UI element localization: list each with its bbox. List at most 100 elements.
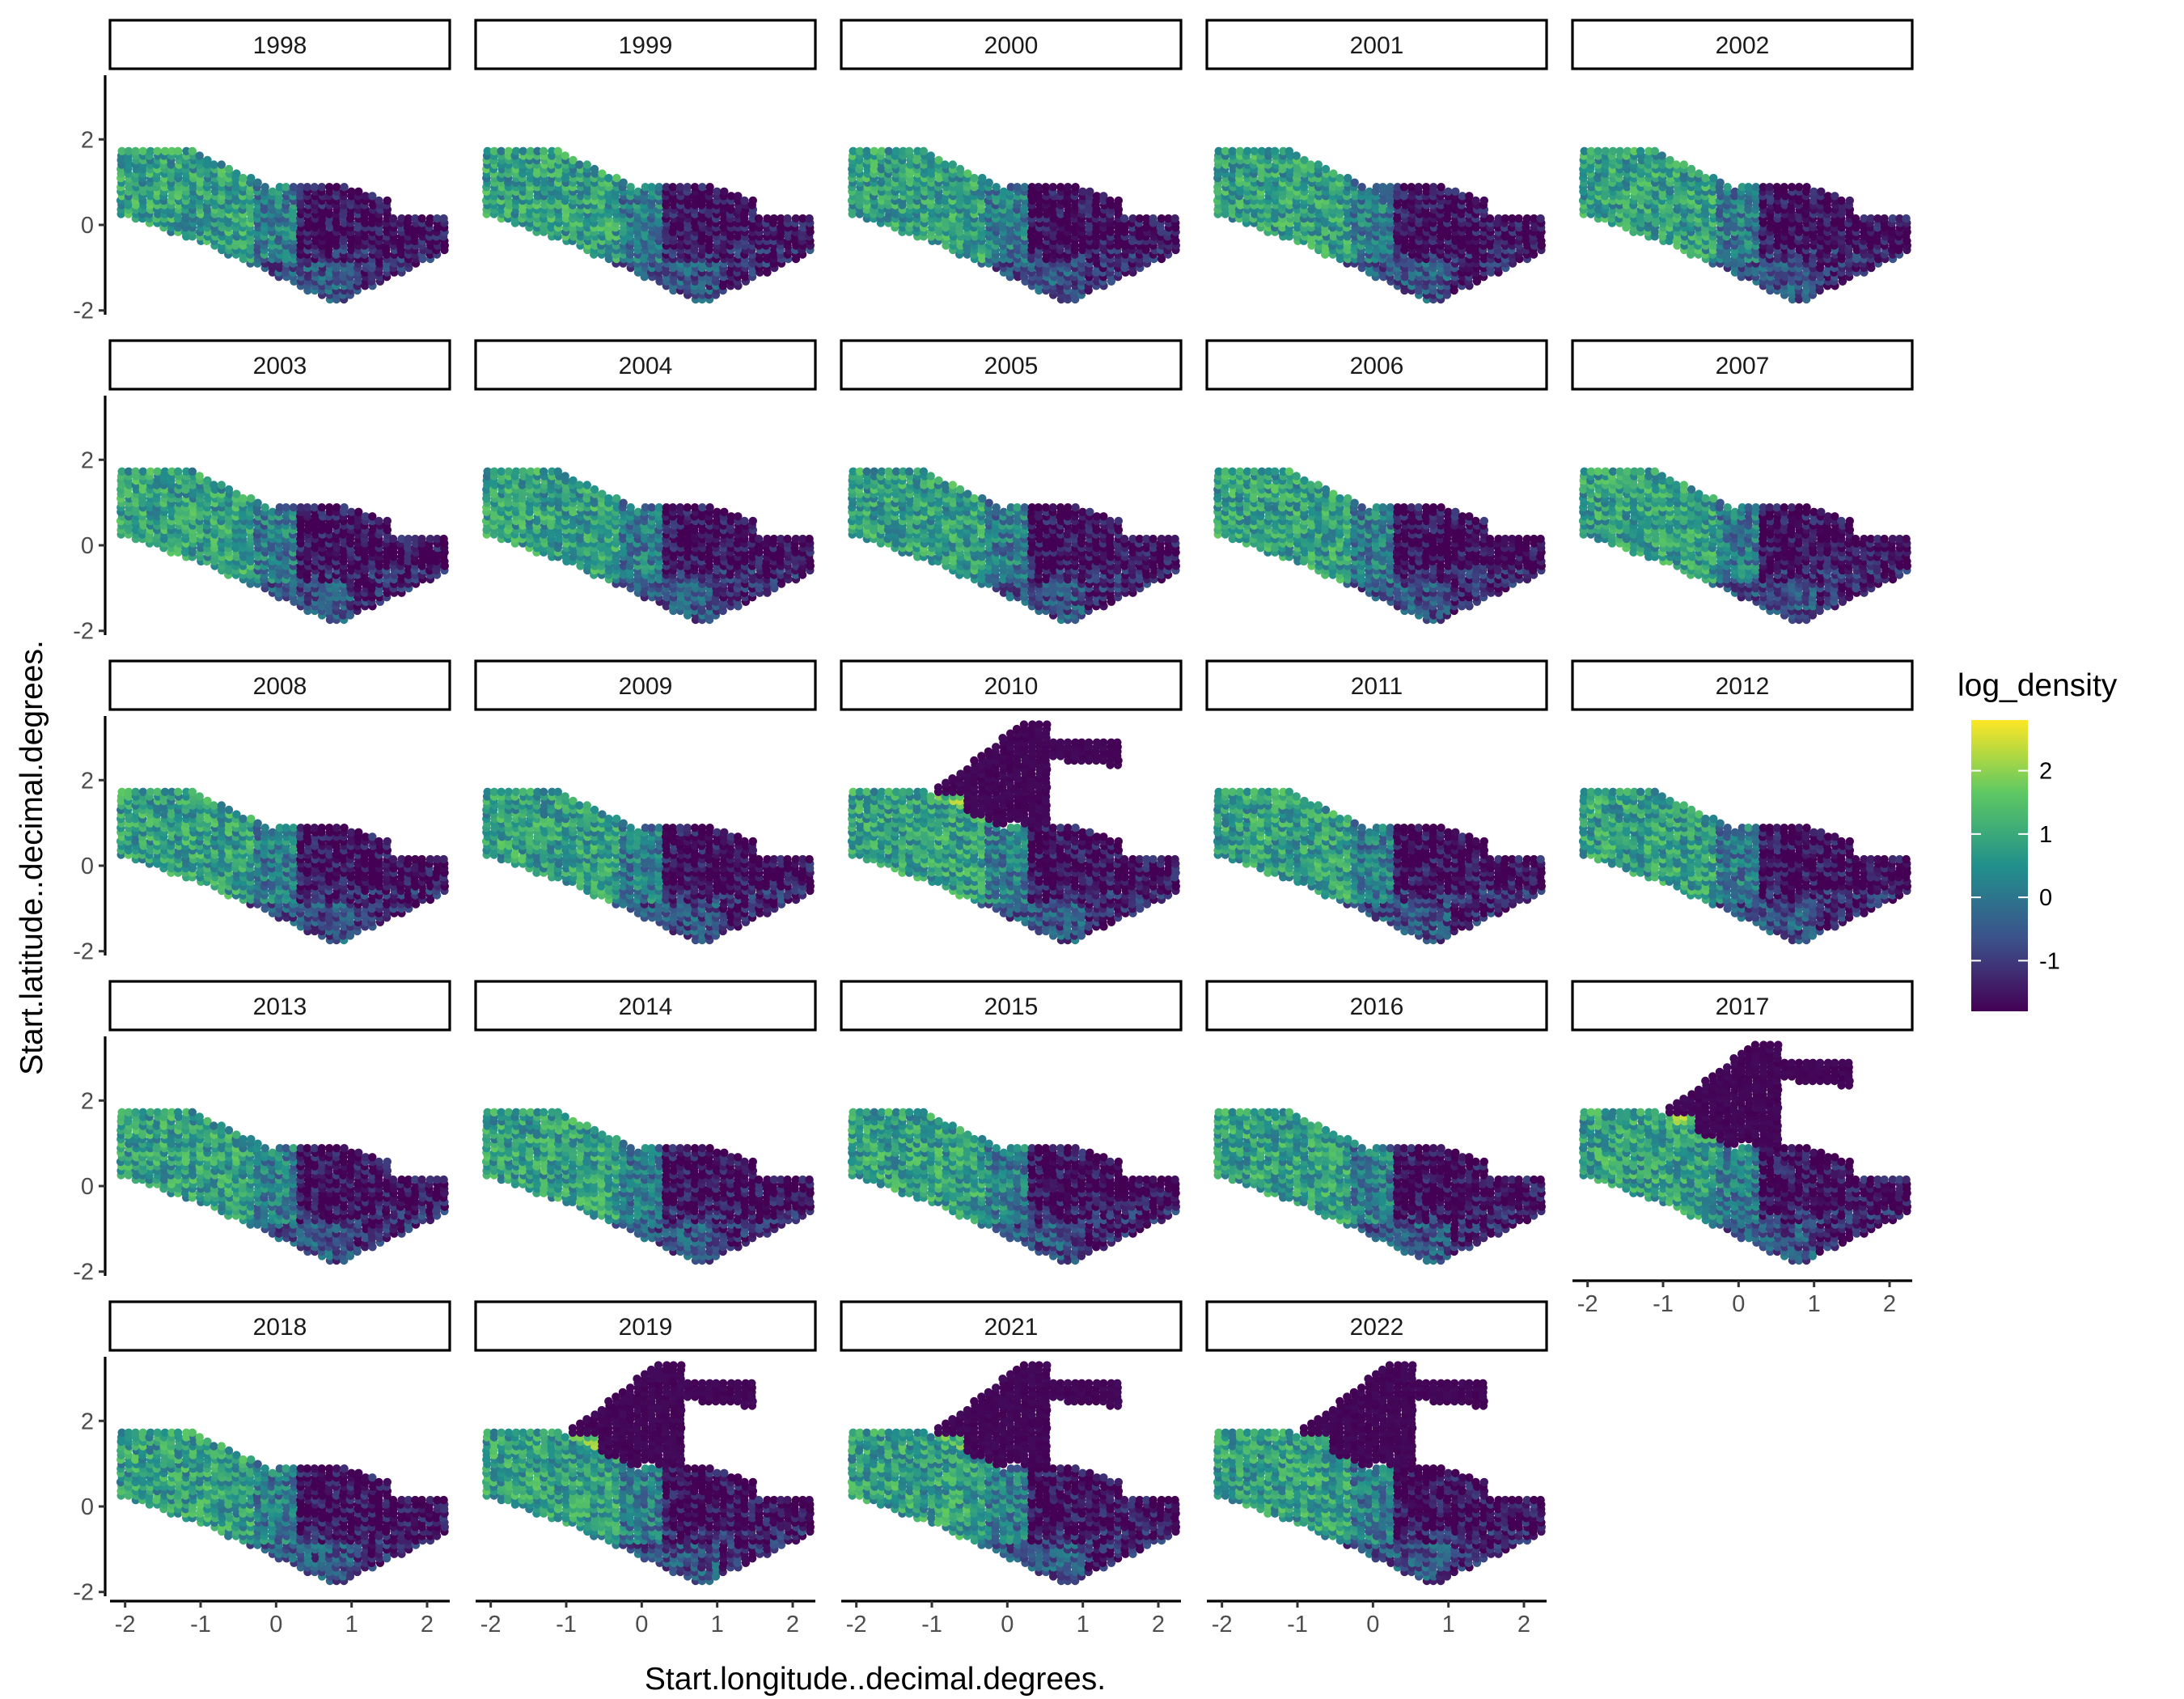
data-point — [561, 151, 569, 160]
data-points — [1213, 146, 1547, 304]
data-point — [1672, 160, 1681, 169]
data-point — [1650, 146, 1659, 155]
facet-strip-label: 2002 — [1716, 32, 1770, 59]
data-point — [698, 183, 707, 192]
data-point — [1780, 183, 1788, 192]
data-point — [268, 187, 277, 196]
data-point — [253, 498, 262, 507]
data-point — [862, 146, 871, 155]
data-point — [317, 503, 326, 512]
data-point — [146, 146, 155, 155]
data-point — [553, 146, 562, 155]
data-point — [647, 183, 656, 192]
data-point — [1228, 146, 1237, 155]
data-point — [131, 146, 140, 155]
data-point — [1407, 183, 1416, 192]
data-point — [1657, 151, 1666, 160]
data-point — [188, 467, 197, 476]
data-point — [203, 155, 212, 165]
data-point — [668, 183, 677, 192]
data-point — [1471, 196, 1480, 205]
data-point — [340, 183, 349, 192]
data-point — [239, 494, 248, 503]
facet-strip — [108, 19, 451, 70]
data-point — [1765, 183, 1774, 192]
data-point — [1636, 146, 1645, 155]
data-point — [260, 183, 269, 192]
data-point — [1851, 214, 1860, 223]
data-point — [1314, 160, 1323, 169]
data-point — [1386, 183, 1395, 192]
data-point — [1701, 173, 1710, 183]
data-point — [188, 146, 197, 155]
data-point — [310, 503, 319, 512]
data-point — [919, 146, 929, 155]
data-point — [173, 146, 183, 155]
data-point — [1880, 214, 1889, 223]
data-point — [1536, 214, 1545, 223]
facet-panel-2000: 2000 — [840, 19, 1183, 304]
data-point — [683, 183, 692, 192]
data-point — [1292, 151, 1301, 160]
facet-strip-label: 2003 — [253, 353, 307, 379]
data-point — [805, 214, 814, 223]
data-point — [740, 196, 749, 205]
data-point — [970, 173, 979, 183]
facet-panel-1998: 1998 — [108, 19, 451, 304]
data-point — [948, 160, 958, 169]
data-point — [1270, 146, 1280, 155]
data-point — [383, 196, 392, 205]
data-point — [1594, 146, 1602, 155]
data-point — [354, 187, 363, 196]
data-point — [439, 214, 448, 223]
data-point — [210, 481, 218, 489]
data-point — [289, 183, 298, 192]
data-point — [1845, 196, 1854, 205]
data-point — [303, 183, 311, 192]
data-point — [582, 160, 591, 169]
data-points — [481, 146, 815, 304]
data-point — [1902, 214, 1911, 223]
data-point — [131, 467, 140, 476]
data-point — [992, 183, 1001, 192]
data-point — [232, 169, 241, 178]
data-point — [1056, 183, 1065, 192]
data-point — [1041, 183, 1051, 192]
data-point — [1086, 187, 1094, 196]
data-point — [720, 187, 729, 196]
data-point — [619, 178, 628, 187]
data-point — [1421, 183, 1431, 192]
data-point — [1350, 178, 1359, 187]
data-point — [1795, 183, 1804, 192]
data-point — [1514, 214, 1523, 223]
data-point — [1744, 183, 1753, 192]
data-point — [955, 164, 965, 174]
data-point — [289, 503, 298, 512]
data-point — [690, 183, 700, 192]
facet-strip-label: 2001 — [1350, 32, 1404, 59]
data-point — [210, 160, 218, 169]
data-point — [1170, 214, 1179, 223]
facet-strip-label: 2000 — [984, 32, 1039, 59]
data-point — [153, 146, 162, 155]
data-point — [1451, 187, 1460, 196]
data-point — [217, 160, 226, 169]
data-point — [1817, 187, 1826, 196]
data-point — [1716, 178, 1725, 187]
data-point — [281, 183, 290, 192]
data-point — [167, 146, 176, 155]
data-point — [575, 160, 584, 169]
data-point — [984, 178, 993, 187]
data-point — [332, 503, 341, 512]
data-point — [1787, 183, 1797, 192]
data-point — [1751, 183, 1760, 192]
data-point — [1429, 183, 1438, 192]
data-point — [1149, 214, 1158, 223]
data-point — [117, 146, 126, 155]
data-point — [1120, 214, 1129, 223]
facet-panel-1999: 1999 — [474, 19, 817, 304]
data-point — [1479, 196, 1489, 205]
data-point — [253, 178, 262, 187]
data-point — [224, 164, 234, 174]
